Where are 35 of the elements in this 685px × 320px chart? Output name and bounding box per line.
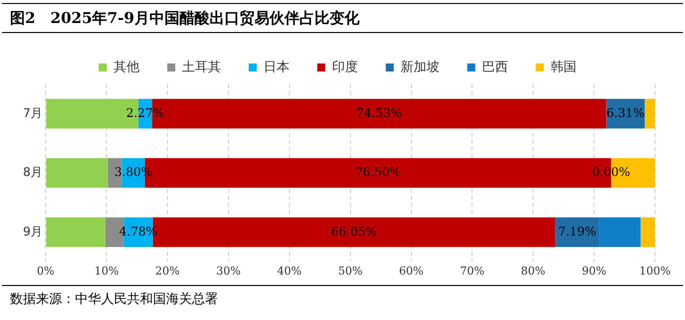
y-tick-label: 8月 [22,165,43,180]
legend-label: 日本 [263,60,290,75]
x-tick-label: 50% [338,264,363,278]
x-tick-label: 70% [460,264,484,278]
data-label: 76.50% [355,165,401,180]
bar [599,217,640,247]
data-label: 74.53% [356,106,402,120]
legend-label: 其他 [113,60,140,75]
legend-label: 巴西 [482,60,508,75]
bar [46,217,106,247]
bar [640,217,655,247]
bar [555,217,600,247]
x-tick-label: 30% [216,264,241,278]
x-tick-label: 10% [94,264,119,278]
legend-label: 新加坡 [400,60,440,75]
data-label: 66.05% [331,224,377,238]
legend-label: 韩国 [550,60,576,75]
data-label: 6.31% [606,106,645,120]
bar [46,158,108,188]
bar [644,98,655,128]
legend-label: 土耳其 [182,60,221,75]
x-tick-label: 100% [639,264,671,278]
y-tick-label: 7月 [22,106,43,120]
data-label: 7.19% [558,224,596,238]
x-tick-label: 90% [582,264,606,278]
x-tick-label: 0% [36,264,54,278]
x-tick-label: 40% [277,264,302,278]
data-label: 2.27% [126,106,164,120]
source-note: 数据来源：中华人民共和国海关总署 [2,285,683,312]
legend-label: 印度 [332,58,358,75]
chart-title: 图2 2025年7-9月中国醋酸出口贸易伙伴占比变化 [2,3,683,33]
y-tick-label: 9月 [22,224,43,238]
x-tick-label: 60% [399,264,424,278]
x-tick-label: 80% [520,264,546,278]
x-tick-label: 20% [155,264,180,278]
